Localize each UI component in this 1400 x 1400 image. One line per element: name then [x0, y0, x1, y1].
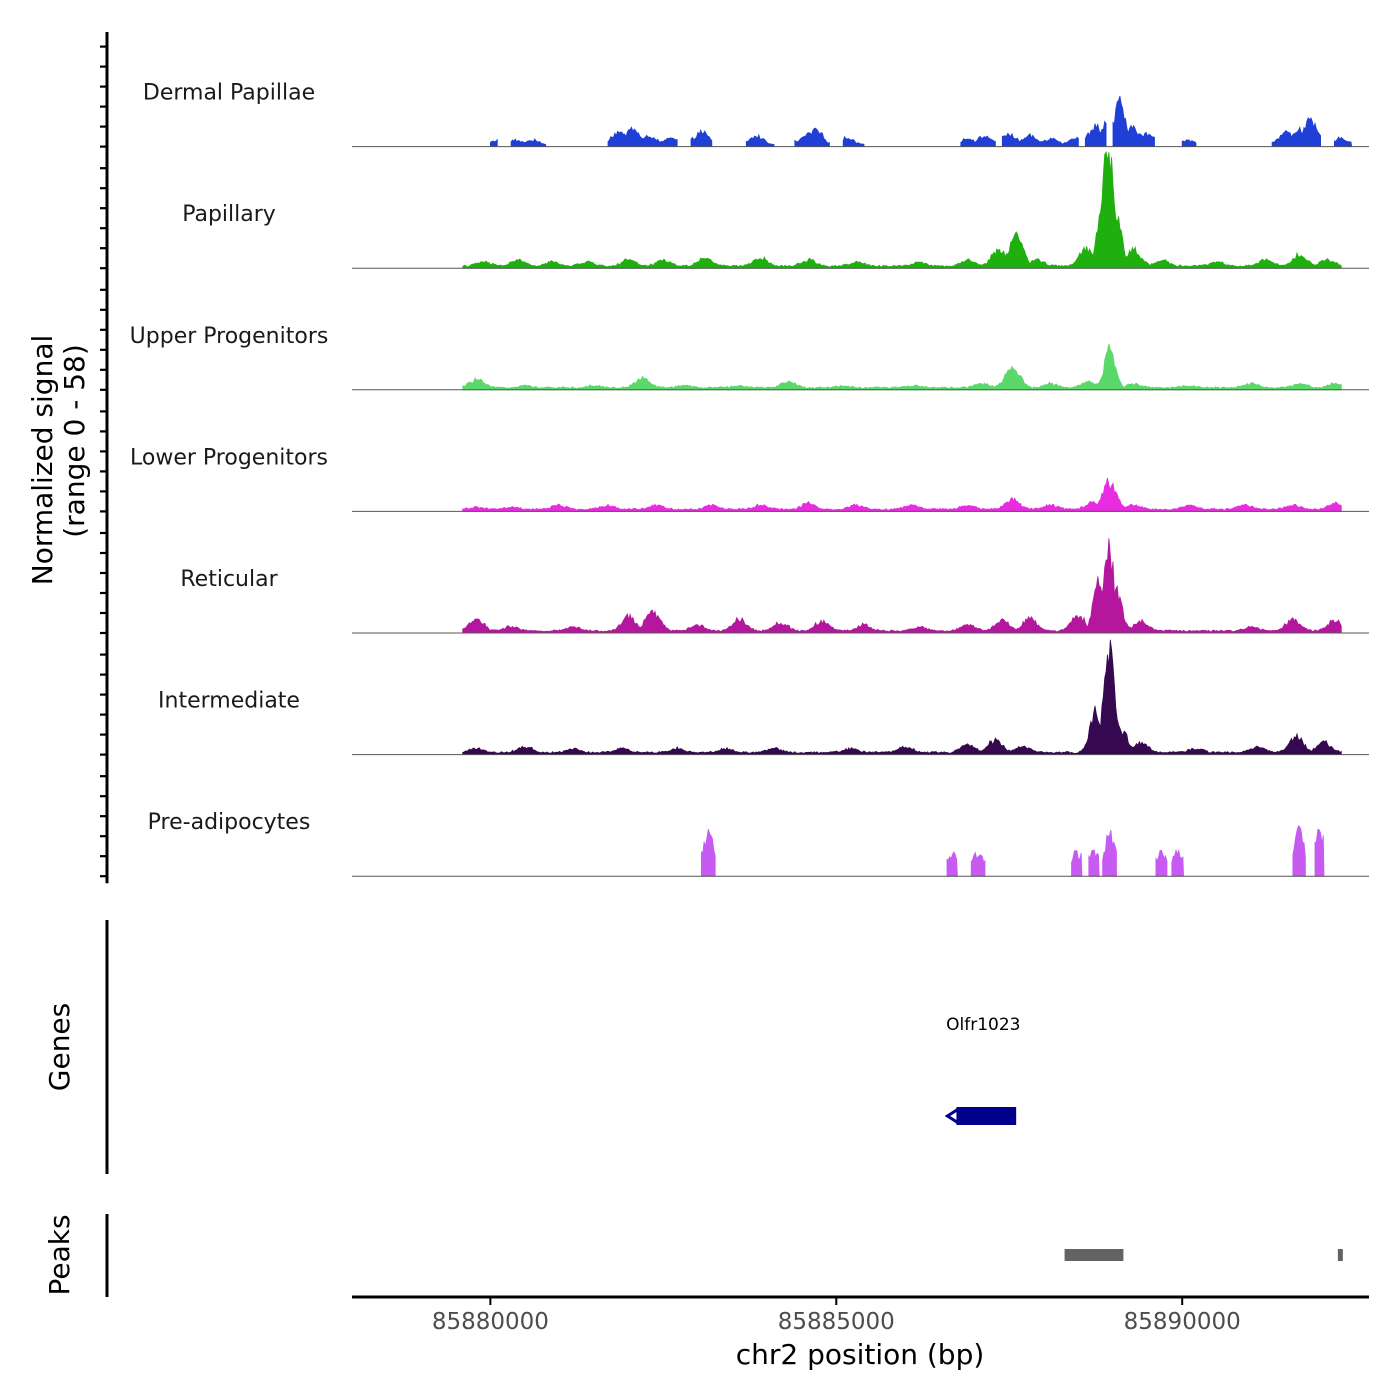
coverage-area — [1181, 139, 1197, 147]
track-lower-progenitors: Lower Progenitors — [130, 445, 1369, 512]
track-label: Pre-adipocytes — [148, 810, 311, 835]
coverage-area — [490, 138, 498, 147]
genes-panel-label: Genes — [43, 1003, 76, 1091]
x-axis-title: chr2 position (bp) — [736, 1338, 985, 1371]
coverage-tracks: Dermal Papillae Papillary Upper Progenitor… — [130, 81, 1369, 877]
track-intermediate: Intermediate — [158, 639, 1369, 756]
signal-y-axis — [100, 32, 109, 884]
track-reticular: Reticular — [180, 538, 1369, 634]
coverage-area — [462, 343, 1342, 391]
track-label: Upper Progenitors — [130, 324, 329, 349]
x-axis-tick-label: 85890000 — [1124, 1309, 1241, 1335]
coverage-area — [1271, 116, 1321, 147]
coverage-area — [1001, 132, 1079, 147]
track-label: Reticular — [180, 567, 278, 592]
coverage-area — [462, 538, 1342, 634]
coverage-area — [1314, 828, 1325, 877]
y-axis-label-line2: (range 0 - 58) — [58, 344, 91, 538]
track-upper-progenitors: Upper Progenitors — [130, 324, 1369, 391]
track-label: Dermal Papillae — [143, 81, 315, 106]
coverage-area — [946, 851, 958, 877]
coverage-area — [462, 477, 1342, 512]
coverage-area — [1112, 95, 1155, 147]
coverage-area — [842, 135, 865, 147]
y-axis-label-line1: Normalized signal — [26, 335, 59, 586]
gene-strand-arrow — [944, 1107, 960, 1125]
coverage-area — [1334, 136, 1353, 147]
coverage-area — [510, 138, 547, 147]
track-label: Papillary — [182, 202, 276, 227]
coverage-area — [960, 135, 996, 147]
coverage-area — [970, 851, 986, 877]
track-label: Intermediate — [158, 689, 300, 714]
x-axis-ticks: 85880000 85885000 85890000 — [432, 1297, 1241, 1335]
peak-region — [1337, 1249, 1343, 1261]
x-axis-tick-label: 85885000 — [778, 1309, 895, 1335]
coverage-area — [1292, 825, 1306, 877]
gene-body — [956, 1107, 1017, 1125]
coverage-area — [1102, 829, 1117, 877]
track-dermal-papillae: Dermal Papillae — [143, 81, 1369, 148]
coverage-area — [1155, 849, 1168, 877]
coverage-area — [794, 127, 830, 147]
coverage-area — [607, 126, 678, 147]
coverage-area — [1071, 849, 1083, 877]
coverage-area — [690, 128, 713, 147]
coverage-area — [462, 639, 1342, 755]
x-axis-tick-label: 85880000 — [432, 1309, 549, 1335]
peak-regions — [1064, 1249, 1343, 1261]
peaks-panel-label: Peaks — [43, 1214, 76, 1295]
coverage-area — [745, 133, 775, 147]
track-papillary: Papillary — [182, 151, 1369, 269]
track-pre-adipocytes: Pre-adipocytes — [148, 810, 1369, 877]
coverage-area — [462, 151, 1342, 269]
coverage-area — [1088, 849, 1100, 877]
track-label: Lower Progenitors — [130, 445, 328, 470]
coverage-area — [1084, 120, 1107, 147]
coverage-area — [1171, 848, 1185, 877]
gene-annotations: Olfr1023 — [944, 1015, 1020, 1125]
gene-name-label: Olfr1023 — [946, 1015, 1020, 1035]
peak-region — [1064, 1249, 1124, 1261]
coverage-area — [701, 828, 716, 877]
